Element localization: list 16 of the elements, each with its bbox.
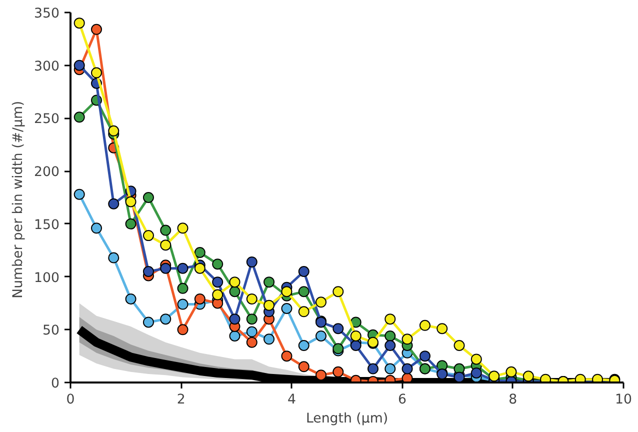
y-tick-label: 200 xyxy=(34,165,60,180)
x-tick-label: 8 xyxy=(508,392,518,408)
x-tick-label: 2 xyxy=(176,392,186,408)
y-tick-label: 50 xyxy=(42,324,60,339)
x-tick-label: 10 xyxy=(615,392,632,408)
x-tick-label: 6 xyxy=(398,392,407,408)
x-tick-label: 0 xyxy=(66,392,75,408)
y-tick-label: 350 xyxy=(34,6,60,22)
y-tick-label: 100 xyxy=(34,270,60,286)
y-tick-label: 300 xyxy=(34,59,60,74)
y-tick-label: 150 xyxy=(34,218,60,233)
x-axis-title: Length (μm) xyxy=(306,412,388,426)
y-tick-label: 0 xyxy=(51,376,60,392)
y-axis-title: Number per bin width (#/μm) xyxy=(11,100,26,298)
y-tick-label: 250 xyxy=(34,112,60,128)
x-tick-label: 4 xyxy=(287,392,296,408)
